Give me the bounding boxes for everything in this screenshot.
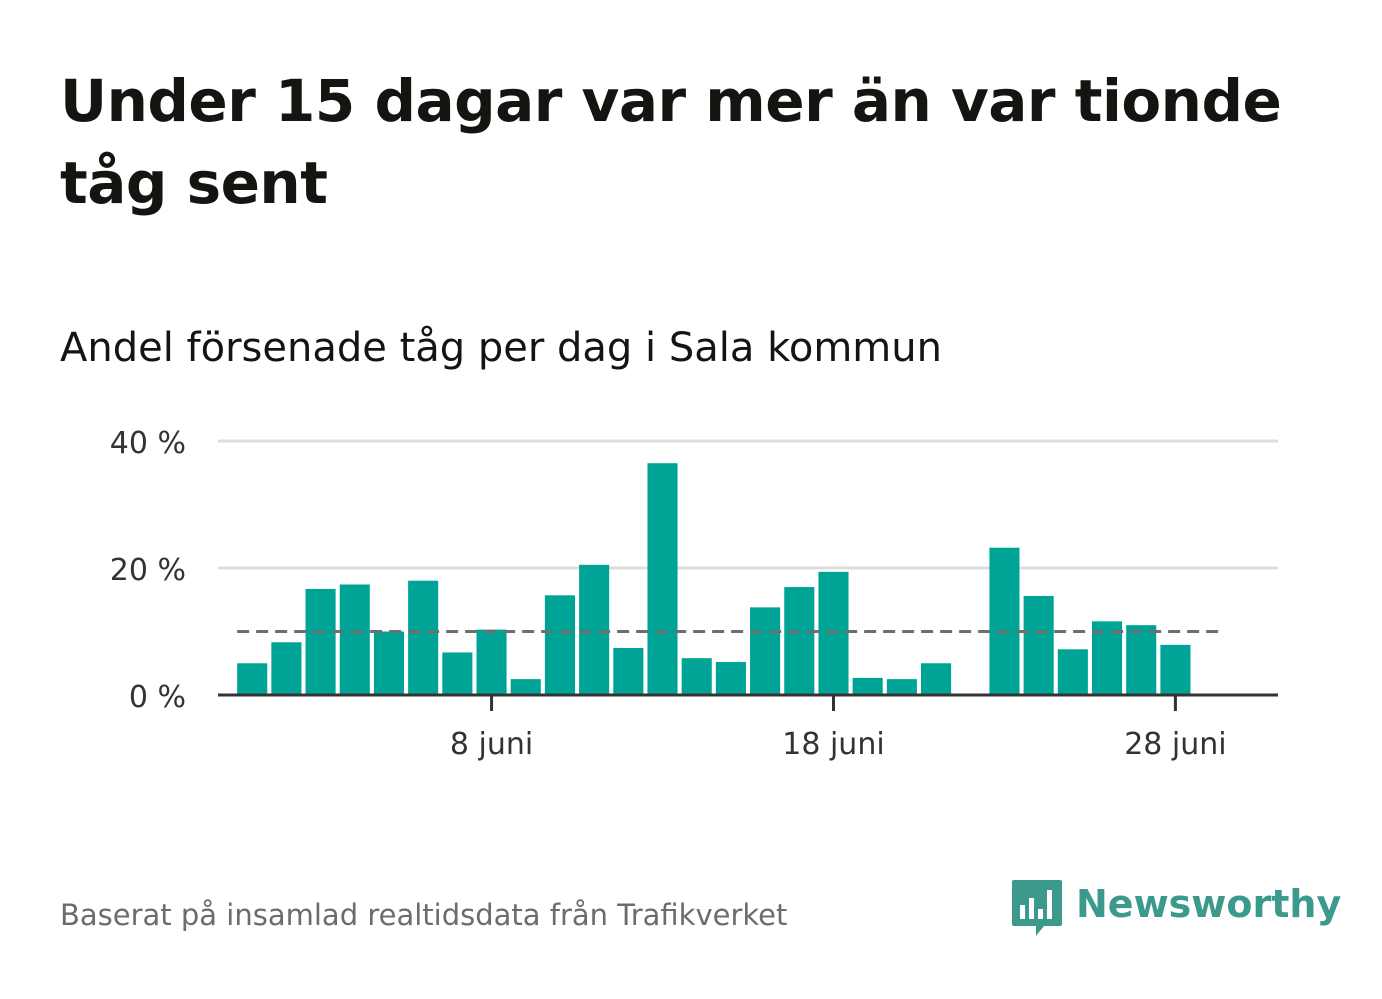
bar-day-19 xyxy=(852,677,883,695)
bar-day-27 xyxy=(1126,625,1157,695)
bar-day-7 xyxy=(442,652,473,695)
axes: 0 % 20 % 40 % 8 juni 18 juni 28 juni xyxy=(110,426,1278,762)
bar-day-20 xyxy=(886,679,917,695)
bar-day-4 xyxy=(339,584,370,695)
bar-day-11 xyxy=(579,564,610,695)
bar-day-14 xyxy=(681,658,712,695)
brand-logo: Newsworthy xyxy=(1010,878,1341,942)
bar-day-18 xyxy=(818,571,849,695)
bar-day-5 xyxy=(373,631,405,695)
bar-day-8 xyxy=(476,629,507,695)
bar-day-6 xyxy=(408,580,439,695)
y-tick-label: 0 % xyxy=(129,680,186,715)
bar-day-28 xyxy=(1160,644,1191,695)
bar-day-17 xyxy=(784,587,815,695)
bar-day-16 xyxy=(750,607,781,695)
source-note: Baserat på insamlad realtidsdata från Tr… xyxy=(60,898,788,932)
bars xyxy=(237,463,1191,695)
bar-chart: 0 % 20 % 40 % 8 juni 18 juni 28 juni xyxy=(110,426,1278,762)
x-tick-label: 28 juni xyxy=(1124,727,1226,762)
bar-day-9 xyxy=(510,679,541,695)
bar-day-15 xyxy=(715,661,746,695)
y-tick-label: 20 % xyxy=(110,553,186,588)
brand-name: Newsworthy xyxy=(1076,882,1342,926)
bar-day-21 xyxy=(921,663,952,695)
chart-title: Under 15 dagar var mer än var tionde tåg… xyxy=(60,67,1282,217)
bar-day-25 xyxy=(1057,649,1088,695)
chart-subtitle: Andel försenade tåg per dag i Sala kommu… xyxy=(60,325,942,371)
newsworthy-logo-icon xyxy=(1012,880,1062,936)
gridlines xyxy=(218,439,1278,570)
bar-day-3 xyxy=(305,588,336,695)
bar-day-13 xyxy=(647,463,678,695)
y-tick-label: 40 % xyxy=(110,426,186,461)
bar-day-10 xyxy=(544,595,575,695)
bar-day-24 xyxy=(1023,595,1054,695)
x-tick-label: 18 juni xyxy=(782,727,884,762)
bar-day-23 xyxy=(989,547,1020,695)
bar-day-12 xyxy=(613,648,644,695)
bar-day-2 xyxy=(271,642,302,695)
bar-day-1 xyxy=(237,663,268,695)
bar-day-26 xyxy=(1091,621,1123,695)
x-tick-label: 8 juni xyxy=(450,727,533,762)
